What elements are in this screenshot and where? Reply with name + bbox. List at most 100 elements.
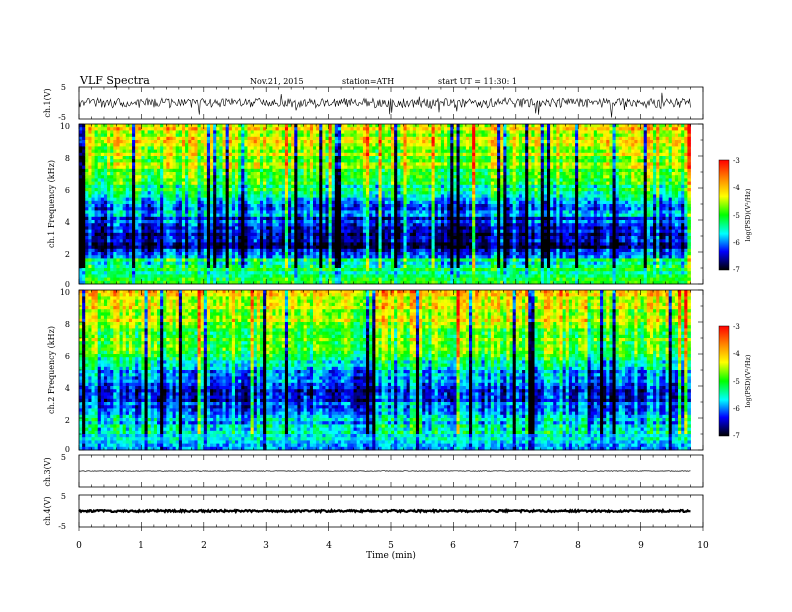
spectrogram-cell	[91, 268, 95, 272]
spectrogram-cell	[129, 166, 133, 170]
spectrogram-cell	[110, 194, 114, 198]
spectrogram-cell	[126, 162, 130, 166]
spectrogram-cell	[91, 246, 95, 250]
spectrogram-cell	[110, 146, 114, 150]
spectrogram-cell	[104, 236, 108, 240]
spectrogram-cell	[95, 127, 99, 131]
spectrogram-cell	[82, 255, 86, 259]
spectrogram-cell	[95, 182, 99, 186]
spectrogram-cell	[98, 217, 102, 221]
spectrogram-cell	[113, 233, 117, 237]
spectrogram-cell	[113, 249, 117, 253]
spectrogram-cell	[88, 150, 92, 154]
spectrogram-cell	[113, 185, 117, 189]
spectrogram-cell	[110, 169, 114, 173]
spectrogram-cell	[126, 137, 130, 141]
spectrogram-cell	[123, 143, 127, 147]
spectrogram-cell	[126, 146, 130, 150]
spectrogram-cell	[82, 134, 86, 138]
spectrogram-cell	[113, 226, 117, 230]
spectrogram-cell	[85, 268, 89, 272]
spectrogram-cell	[116, 262, 120, 266]
spectrogram-cell	[79, 124, 83, 128]
spectrogram-cell	[116, 188, 120, 192]
spectrogram-cell	[132, 178, 136, 182]
spectrogram-cell	[120, 210, 124, 214]
spectrogram-cell	[123, 242, 127, 246]
spectrogram-cell	[82, 172, 86, 176]
spectrogram-cell	[85, 175, 89, 179]
spectrogram-cell	[95, 233, 99, 237]
spectrogram-cell	[113, 172, 117, 176]
spectrogram-cell	[120, 204, 124, 208]
spectrogram-cell	[98, 169, 102, 173]
spectrogram-cell	[132, 207, 136, 211]
spectrogram-cell	[91, 258, 95, 262]
spectrogram-cell	[98, 220, 102, 224]
spectrogram-cell	[126, 185, 130, 189]
spectrogram-cell	[79, 188, 83, 192]
spectrogram-cell	[126, 242, 130, 246]
spectrogram-cell	[95, 239, 99, 243]
spectrogram-cell	[85, 143, 89, 147]
spectrogram-cell	[85, 236, 89, 240]
spectrogram-cell	[91, 191, 95, 195]
spectrogram-cell	[85, 146, 89, 150]
spectrogram-cell	[98, 214, 102, 218]
spectrogram-cell	[91, 214, 95, 218]
spectrogram-cell	[91, 217, 95, 221]
spectrogram-cell	[95, 268, 99, 272]
spectrogram-cell	[129, 156, 133, 160]
spectrogram-cell	[101, 220, 105, 224]
spectrogram-cell	[113, 278, 117, 282]
spectrogram-cell	[88, 156, 92, 160]
spectrogram-cell	[126, 252, 130, 256]
spectrogram-cell	[113, 150, 117, 154]
spectrogram-cell	[98, 236, 102, 240]
spectrogram-cell	[123, 130, 127, 134]
spectrogram-cell	[123, 124, 127, 128]
spectrogram-cell	[101, 274, 105, 278]
spectrogram-cell	[123, 156, 127, 160]
spectrogram-cell	[85, 159, 89, 163]
spectrogram-cell	[120, 143, 124, 147]
spectrogram-cell	[101, 140, 105, 144]
spectrogram-cell	[104, 137, 108, 141]
spectrogram-cell	[116, 214, 120, 218]
spectrogram-cell	[85, 258, 89, 262]
spectrogram-cell	[91, 236, 95, 240]
spectrogram-cell	[116, 217, 120, 221]
spectrogram-cell	[101, 201, 105, 205]
spectrogram-cell	[120, 140, 124, 144]
spectrogram-cell	[88, 182, 92, 186]
spectrogram-cell	[120, 271, 124, 275]
spectrogram-cell	[91, 255, 95, 259]
spectrogram-cell	[101, 278, 105, 282]
spectrogram-cell	[101, 130, 105, 134]
spectrogram-cell	[126, 249, 130, 253]
spectrogram-cell	[107, 278, 111, 282]
spectrogram-cell	[82, 156, 86, 160]
spectrogram-cell	[116, 182, 120, 186]
spectrogram-cell	[88, 153, 92, 157]
spectrogram-cell	[126, 204, 130, 208]
spectrogram-cell	[123, 223, 127, 227]
spectrogram-cell	[132, 188, 136, 192]
spectrogram-cell	[95, 258, 99, 262]
spectrogram-cell	[95, 236, 99, 240]
spectrogram-cell	[107, 223, 111, 227]
spectrogram-cell	[88, 191, 92, 195]
spectrogram-cell	[107, 198, 111, 202]
spectrogram-cell	[79, 246, 83, 250]
spectrogram-cell	[79, 258, 83, 262]
spectrogram-cell	[126, 214, 130, 218]
spectrogram-cell	[116, 223, 120, 227]
spectrogram-cell	[101, 127, 105, 131]
spectrogram-cell	[85, 239, 89, 243]
spectrogram-cell	[123, 134, 127, 138]
spectrogram-cell	[91, 242, 95, 246]
spectrogram-cell	[82, 258, 86, 262]
spectrogram-cell	[79, 255, 83, 259]
spectrogram-cell	[126, 220, 130, 224]
spectrogram-cell	[107, 185, 111, 189]
